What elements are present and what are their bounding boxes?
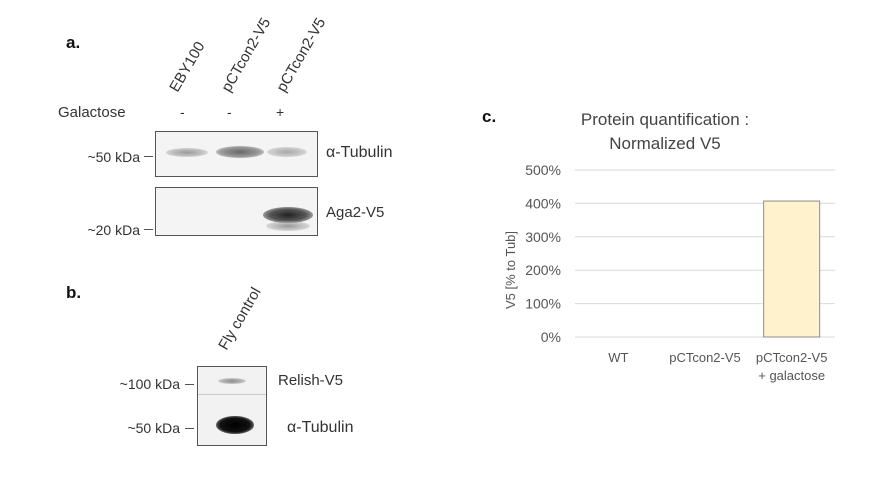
x-category-label: pCTcon2-V5	[669, 350, 741, 365]
y-tick-label: 100%	[525, 296, 561, 312]
y-tick-label: 300%	[525, 229, 561, 245]
y-tick-label: 200%	[525, 262, 561, 278]
marker-tick-100kda	[185, 384, 194, 385]
x-category-label: WT	[608, 350, 628, 365]
marker-50kda-b: ~50 kDa	[127, 420, 180, 436]
marker-tick-50kda-a	[144, 156, 153, 157]
lane-label-pctcon2-galactose: pCTcon2-V5	[273, 15, 330, 96]
marker-tick-20kda	[144, 229, 153, 230]
galactose-label: Galactose	[58, 104, 126, 121]
marker-20kda: ~20 kDa	[87, 222, 140, 238]
lane-label-fly-control: Fly control	[215, 284, 265, 353]
band-tubulin-lane3	[267, 147, 307, 157]
y-tick-label: 400%	[525, 195, 561, 211]
protein-label-relish: Relish-V5	[278, 372, 344, 389]
galactose-sign-3: +	[276, 104, 285, 120]
band-tubulin-b	[216, 416, 254, 434]
band-aga2-lane3	[263, 207, 313, 223]
marker-50kda-a: ~50 kDa	[87, 149, 140, 165]
blot-divider	[198, 394, 266, 395]
panel-c-letter: c.	[482, 107, 497, 126]
y-tick-label: 500%	[525, 162, 561, 178]
panel-a-letter: a.	[66, 33, 81, 52]
galactose-sign-1: -	[180, 104, 185, 120]
y-tick-label: 0%	[541, 329, 561, 345]
protein-label-tubulin-a: α-Tubulin	[326, 144, 393, 161]
band-relish	[218, 378, 246, 384]
lane-label-pctcon2: pCTcon2-V5	[218, 15, 275, 96]
band-tubulin-lane1	[166, 148, 208, 157]
y-tick-labels: 0% 100% 200% 300% 400% 500%	[525, 162, 561, 345]
y-axis-label: V5 [% to Tub]	[503, 231, 518, 309]
x-category-label: pCTcon2-V5 + galactose	[756, 350, 828, 383]
protein-label-aga2: Aga2-V5	[326, 204, 385, 221]
bar-chart: Protein quantification : Normalized V5 0…	[503, 110, 835, 383]
protein-label-tubulin-b: α-Tubulin	[287, 419, 354, 436]
marker-tick-50kda-b	[185, 428, 194, 429]
bars	[763, 200, 821, 338]
lane-label-eby100: EBY100	[166, 38, 209, 95]
band-tubulin-lane2	[216, 146, 264, 158]
panel-b-letter: b.	[66, 283, 82, 302]
blot-aga2	[155, 187, 318, 236]
blot-fly-control	[197, 366, 267, 446]
marker-100kda: ~100 kDa	[119, 376, 180, 392]
bar-2	[763, 200, 821, 338]
x-category-labels: WT pCTcon2-V5 pCTcon2-V5 + galactose	[608, 350, 827, 383]
band-aga2-lane3-smear	[266, 221, 310, 231]
galactose-sign-2: -	[227, 104, 232, 120]
blot-tubulin-a	[155, 131, 318, 177]
chart-title-line-1: Protein quantification :	[581, 110, 749, 129]
chart-title-line-2: Normalized V5	[609, 134, 721, 153]
